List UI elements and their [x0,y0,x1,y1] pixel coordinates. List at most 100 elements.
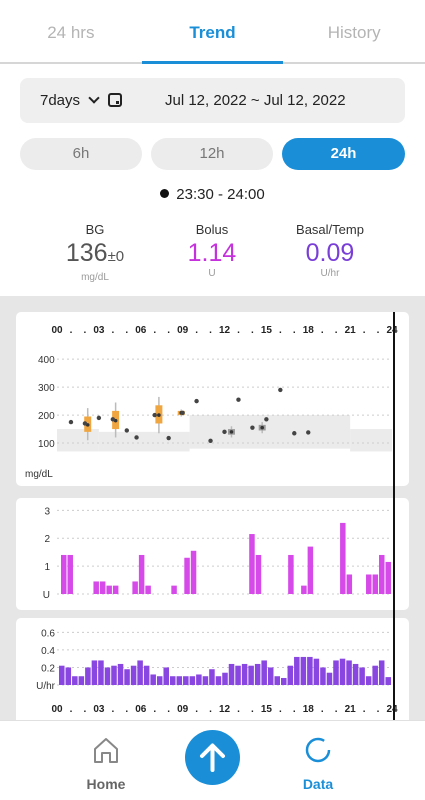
basal-y-tick-label: 0.2 [41,663,55,674]
bottom-x-tick-label: 12 [219,704,231,715]
bottom-x-tick-label: . [70,704,73,715]
basal-bar [359,667,365,685]
bolus-y-tick-label: 1 [44,562,50,573]
basal-bar [176,676,183,685]
calendar-icon[interactable] [108,93,122,107]
trend-graphs[interactable]: 00.. 03.. 06.. 09.. 12.. 15.. 18.. 21.. 24 400 300… [0,296,425,720]
bottom-x-tick-label: 18 [303,704,315,715]
basal-bar [281,677,287,685]
bottom-x-tick-label: 21 [345,704,357,715]
nav-data[interactable]: Data [273,735,363,792]
bg-unit: mg/dL [81,272,109,283]
bottom-nav: Home Data [0,720,425,800]
bg-label: BG [85,222,105,237]
upload-button[interactable] [185,730,240,785]
bg-point [264,417,269,422]
basal-bar [228,663,235,685]
tab-24hrs[interactable]: 24 hrs [47,23,95,42]
bolus-y-tick-label: 3 [44,506,50,517]
bg-y-axis-label: mg/dL [25,469,53,480]
bottom-x-tick-label: 06 [135,704,147,715]
bg-x-tick-label: . [167,325,170,336]
bg-point [180,410,185,416]
timeslot-text: 23:30 - 24:00 [176,186,265,203]
trend-charts-svg: 00.. 03.. 06.. 09.. 12.. 15.. 18.. 21.. 24400300… [25,312,398,720]
bolus-bar [366,574,372,594]
bg-box-median [229,430,234,434]
basal-bar [313,658,320,685]
date-range-bar: 7days Jul 12, 2022 ~ Jul 12, 2022 [20,78,405,123]
basal-y-tick-label: U/hr [36,681,56,692]
basal-bar [150,674,156,685]
bolus-bar [307,546,314,594]
dot-icon [160,189,170,198]
bottom-x-tick-label: . [293,704,296,715]
bg-y-tick-label: 200 [38,411,55,422]
bg-y-tick-label: 300 [38,383,55,394]
bg-x-tick-label: . [377,325,380,336]
range-dropdown[interactable]: 7days [40,78,100,123]
bottom-x-tick-label: . [279,704,282,715]
nav-home[interactable]: Home [61,735,151,792]
bolus-bar [132,581,138,594]
bg-x-tick-label: . [237,325,240,336]
bg-x-tick-label: 12 [219,325,231,336]
arrow-up-icon [200,743,225,772]
target-range-band [189,415,351,449]
basal-bar [254,663,261,685]
basal-bar [248,665,254,685]
bg-point [306,430,311,435]
bottom-x-tick-label: . [377,704,380,715]
basal-bar [339,658,346,685]
tab-history[interactable]: History [327,23,381,42]
window-12h-button[interactable]: 12h [151,138,273,170]
window-selector: 6h 12h 24h [20,138,405,170]
bottom-x-tick-label: . [237,704,240,715]
basal-bar [72,676,78,685]
basal-bar [91,660,98,685]
target-range-band [350,429,392,452]
basal-bar [346,660,352,685]
bg-value: 136 [65,239,108,267]
bottom-x-tick-label: . [125,704,128,715]
bg-x-tick-label: 06 [135,325,147,336]
basal-value: 0.09 [305,239,355,267]
tab-trend[interactable]: Trend [141,0,284,64]
bg-y-tick-label: 400 [38,355,55,366]
date-range-text[interactable]: Jul 12, 2022 ~ Jul 12, 2022 [165,92,346,109]
basal-bar [65,667,72,685]
bottom-x-tick-label: . [335,704,338,715]
bg-y-tick-label: 100 [38,439,55,450]
bolus-y-tick-label: U [43,590,50,601]
window-24h-button[interactable]: 24h [282,138,405,170]
bolus-bar [346,574,353,594]
basal-bar [189,676,196,685]
bg-point [208,438,213,444]
basal-unit: U/hr [320,268,340,279]
window-6h-button[interactable]: 6h [20,138,142,170]
basal-bar [170,676,176,685]
basal-bar [85,667,91,685]
basal-stat: Basal/Temp 0.09 U/hr [270,222,390,279]
basal-bar [143,665,150,685]
bolus-unit: U [208,268,216,279]
bg-x-tick-label: . [153,325,156,336]
bg-point [166,435,171,441]
basal-bar [196,674,202,685]
bg-x-tick-label: 18 [303,325,315,336]
nav-data-label: Data [302,776,334,792]
bolus-bar [67,554,73,594]
basal-bar [156,676,163,685]
bottom-x-tick-label: . [251,704,254,715]
ring-icon [305,737,331,763]
bolus-bar [190,550,197,594]
bg-x-tick-label: . [335,325,338,336]
basal-bar [111,665,117,685]
bolus-bar [340,522,346,594]
bg-x-tick-label: . [125,325,128,336]
bolus-bar [379,554,385,594]
bolus-bar [145,585,151,594]
basal-bar [183,676,189,685]
bolus-value: 1.14 [187,239,237,267]
bolus-bar [301,585,307,594]
